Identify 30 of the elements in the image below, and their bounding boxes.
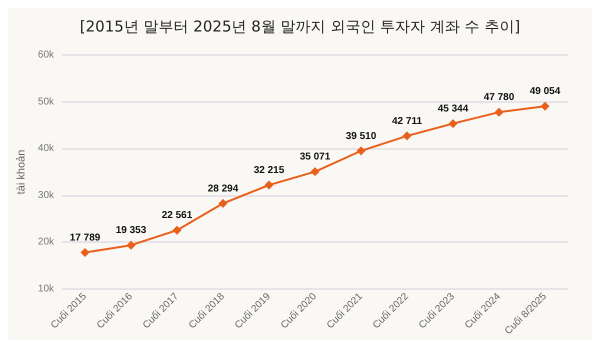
y-tick-label: 20k — [38, 236, 56, 248]
data-label: 39 510 — [346, 130, 377, 142]
data-label: 22 561 — [162, 210, 193, 222]
point — [264, 180, 274, 190]
data-label: 49 054 — [530, 86, 561, 98]
data-label: 17 789 — [70, 232, 101, 244]
point — [80, 248, 90, 258]
data-label: 47 780 — [484, 92, 515, 104]
point — [448, 119, 458, 128]
data-label: 45 344 — [438, 104, 469, 115]
point — [402, 131, 412, 140]
y-tick-label: 60k — [38, 50, 56, 60]
chart-title: [2015년 말부터 2025년 8월 말까지 외국인 투자자 계좌 수 추이] — [80, 18, 520, 36]
point — [540, 102, 550, 111]
point — [172, 226, 182, 235]
point — [356, 146, 366, 156]
point — [494, 108, 504, 117]
data-label: 28 294 — [208, 183, 239, 194]
data-label: 42 711 — [392, 116, 422, 127]
point — [310, 167, 320, 176]
data-label: 35 071 — [300, 152, 331, 163]
point — [218, 198, 228, 208]
y-tick-label: 30k — [38, 190, 56, 201]
y-tick-label: 40k — [38, 143, 56, 154]
data-label: 19 353 — [116, 225, 147, 236]
point — [126, 240, 136, 250]
y-tick-label: 10k — [38, 284, 56, 294]
data-label: 32 215 — [254, 165, 285, 176]
y-tick-label: 50k — [38, 96, 56, 108]
y-axis-title: tài khoản — [16, 150, 28, 194]
